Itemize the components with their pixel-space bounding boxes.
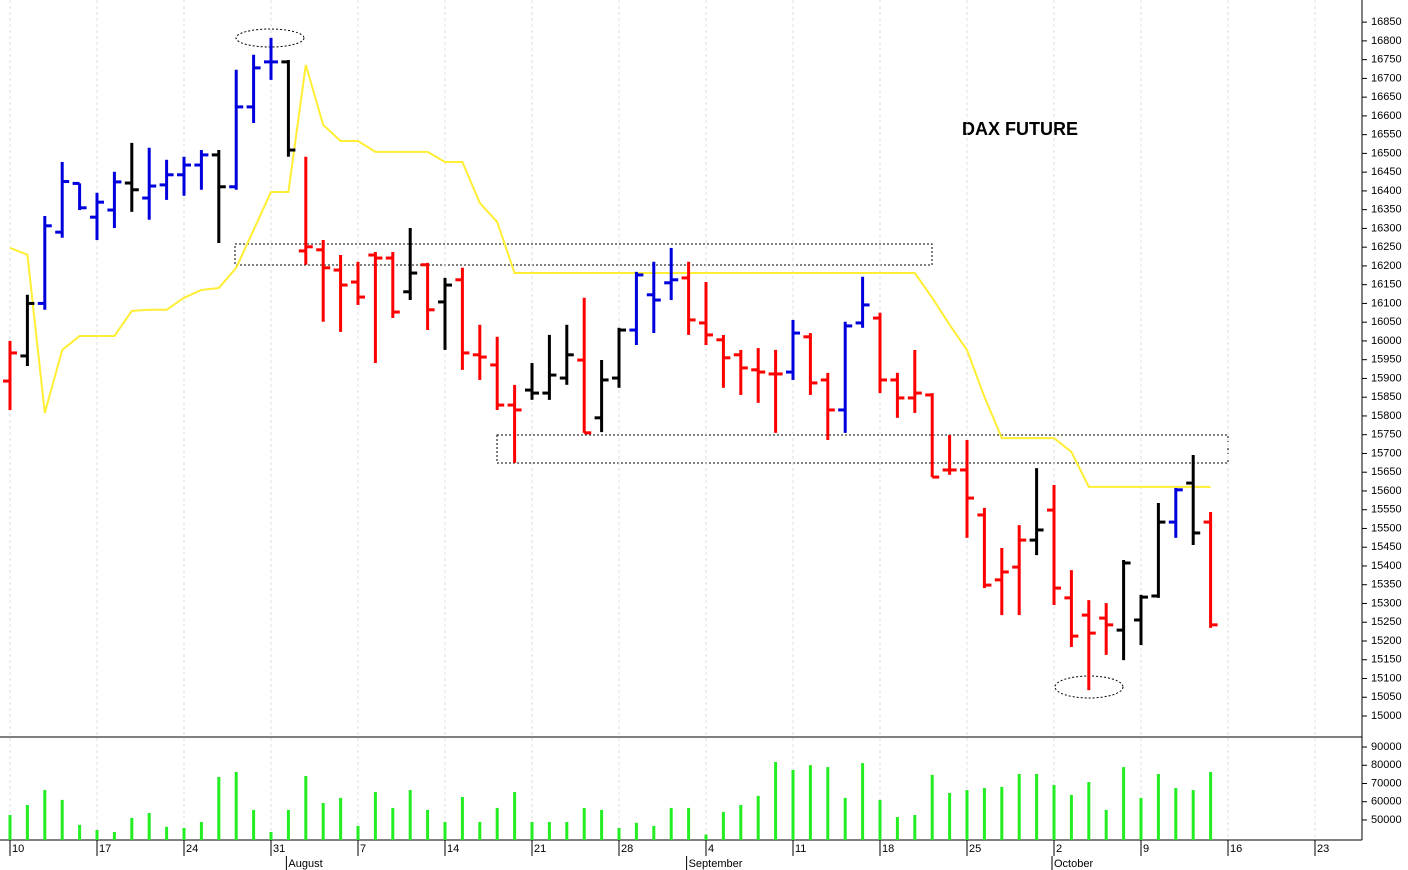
trend-line bbox=[9, 64, 1211, 488]
x-tick-label: 17 bbox=[99, 843, 111, 855]
resistance-zone bbox=[234, 243, 933, 266]
y-tick-label: 15900 bbox=[1371, 372, 1402, 384]
y-tick-label: 16600 bbox=[1371, 110, 1402, 122]
y-tick-label: 15650 bbox=[1371, 466, 1402, 478]
x-tick-label: 24 bbox=[186, 843, 198, 855]
y-tick-label: 16750 bbox=[1371, 54, 1402, 66]
volume-tick-label: 80000 bbox=[1371, 759, 1402, 771]
y-tick-label: 15450 bbox=[1371, 541, 1402, 553]
y-tick-label: 15500 bbox=[1371, 522, 1402, 534]
y-tick-label: 16100 bbox=[1371, 297, 1402, 309]
x-tick-label: 25 bbox=[969, 843, 981, 855]
y-tick-label: 16450 bbox=[1371, 166, 1402, 178]
month-label: October bbox=[1054, 858, 1093, 870]
y-tick-label: 15300 bbox=[1371, 597, 1402, 609]
x-tick-label: 2 bbox=[1056, 843, 1062, 855]
x-tick-label: 28 bbox=[621, 843, 633, 855]
volume-tick-label: 70000 bbox=[1371, 777, 1402, 789]
volume-tick-label: 90000 bbox=[1371, 741, 1402, 753]
y-tick-label: 15800 bbox=[1371, 410, 1402, 422]
volume-tick-label: 60000 bbox=[1371, 796, 1402, 808]
support-zone bbox=[496, 434, 1229, 464]
x-tick-label: 16 bbox=[1230, 843, 1242, 855]
y-tick-label: 15750 bbox=[1371, 429, 1402, 441]
volume-tick-label: 50000 bbox=[1371, 814, 1402, 826]
y-tick-label: 16300 bbox=[1371, 222, 1402, 234]
month-label: August bbox=[288, 858, 322, 870]
y-tick-label: 15050 bbox=[1371, 691, 1402, 703]
x-tick-label: 21 bbox=[534, 843, 546, 855]
x-tick-label: 10 bbox=[12, 843, 24, 855]
y-tick-label: 15850 bbox=[1371, 391, 1402, 403]
x-tick-label: 9 bbox=[1143, 843, 1149, 855]
x-tick-label: 23 bbox=[1317, 843, 1329, 855]
x-tick-label: 7 bbox=[360, 843, 366, 855]
y-tick-label: 16250 bbox=[1371, 241, 1402, 253]
y-tick-label: 15150 bbox=[1371, 654, 1402, 666]
x-tick-label: 4 bbox=[708, 843, 714, 855]
y-tick-label: 16150 bbox=[1371, 279, 1402, 291]
y-tick-label: 15000 bbox=[1371, 710, 1402, 722]
y-tick-label: 16200 bbox=[1371, 260, 1402, 272]
y-tick-label: 15200 bbox=[1371, 635, 1402, 647]
y-tick-label: 15400 bbox=[1371, 560, 1402, 572]
x-tick-label: 31 bbox=[273, 843, 285, 855]
chart-title: DAX FUTURE bbox=[962, 119, 1078, 139]
y-tick-label: 15100 bbox=[1371, 672, 1402, 684]
y-tick-label: 16850 bbox=[1371, 16, 1402, 28]
y-tick-label: 15350 bbox=[1371, 579, 1402, 591]
y-tick-label: 16350 bbox=[1371, 204, 1402, 216]
y-tick-label: 16000 bbox=[1371, 335, 1402, 347]
y-tick-label: 16050 bbox=[1371, 316, 1402, 328]
month-label: September bbox=[689, 858, 743, 870]
x-tick-label: 18 bbox=[882, 843, 894, 855]
y-tick-label: 15250 bbox=[1371, 616, 1402, 628]
y-tick-label: 16550 bbox=[1371, 129, 1402, 141]
y-tick-label: 16400 bbox=[1371, 185, 1402, 197]
x-tick-label: 14 bbox=[447, 843, 459, 855]
y-tick-label: 15950 bbox=[1371, 354, 1402, 366]
y-tick-label: 16650 bbox=[1371, 91, 1402, 103]
y-tick-label: 15550 bbox=[1371, 504, 1402, 516]
y-tick-label: 15600 bbox=[1371, 485, 1402, 497]
y-tick-label: 16700 bbox=[1371, 72, 1402, 84]
x-tick-label: 11 bbox=[795, 843, 806, 855]
y-tick-label: 15700 bbox=[1371, 447, 1402, 459]
y-tick-label: 16500 bbox=[1371, 147, 1402, 159]
y-tick-label: 16800 bbox=[1371, 35, 1402, 47]
